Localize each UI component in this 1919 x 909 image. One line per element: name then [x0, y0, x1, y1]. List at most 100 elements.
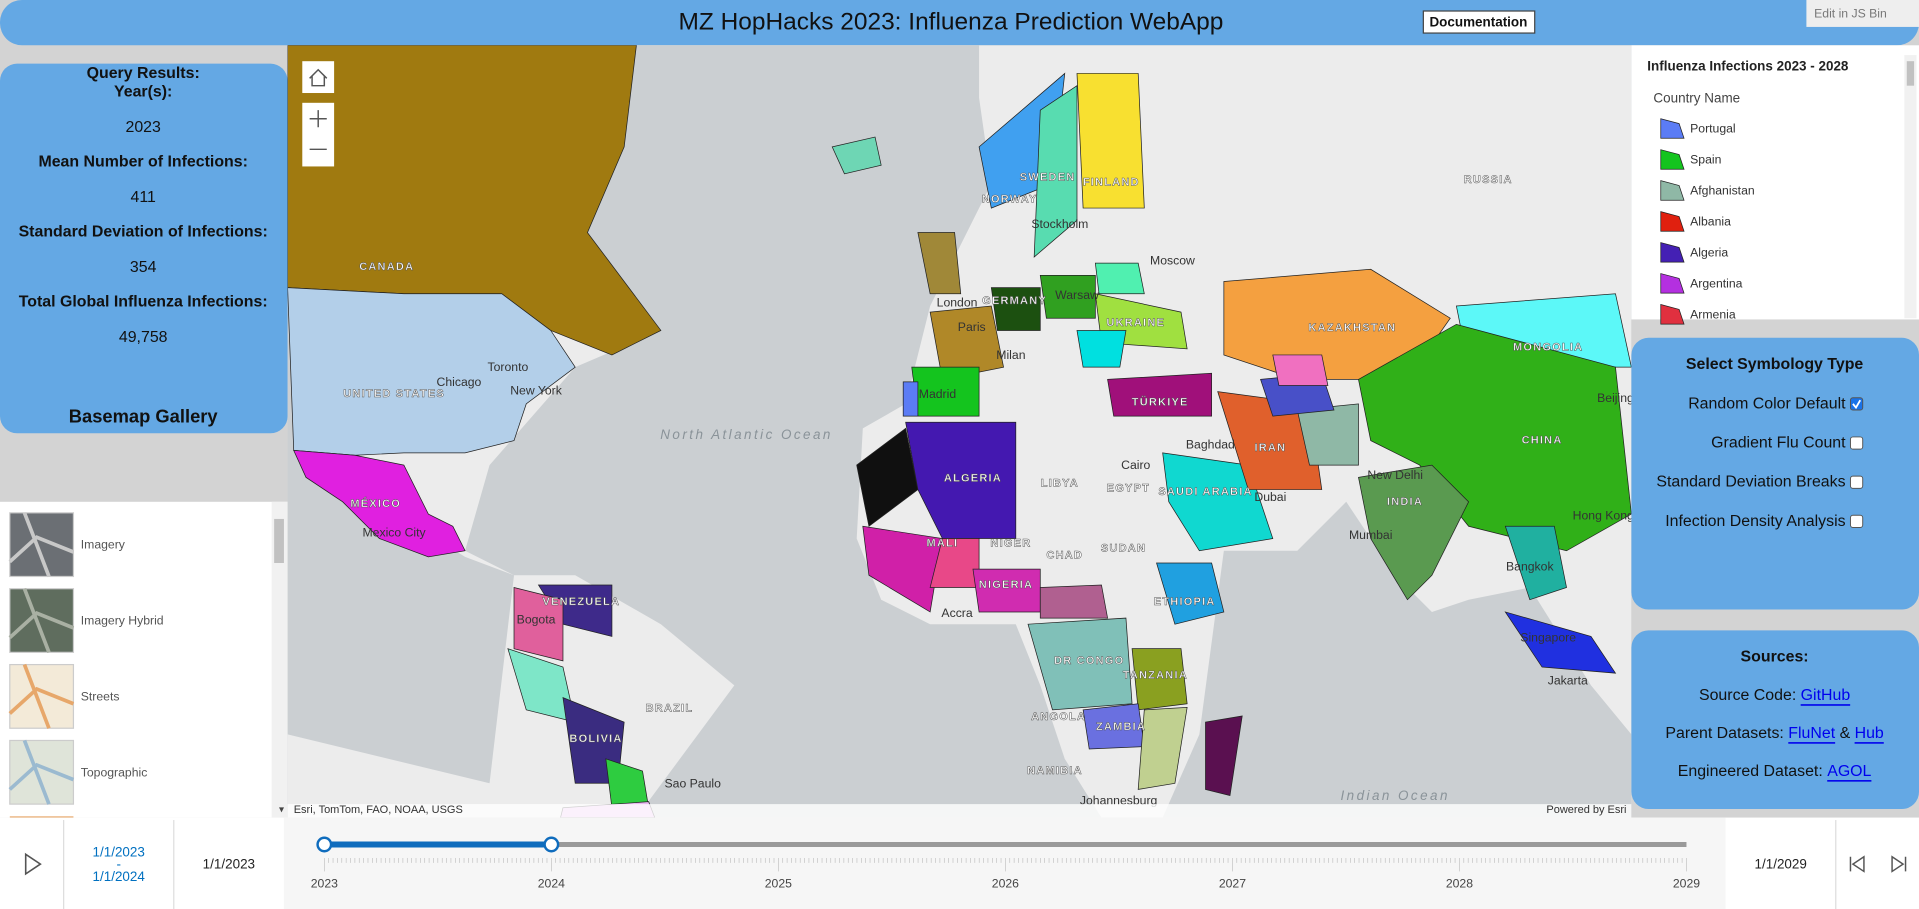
- country-shape: [1137, 707, 1188, 790]
- country-shape: [990, 287, 1041, 331]
- home-icon: [309, 68, 328, 87]
- query-label: Year(s):: [114, 83, 172, 100]
- scrollbar[interactable]: [271, 501, 288, 818]
- city-label: Moscow: [1150, 254, 1195, 268]
- source-line: Parent Datasets: FluNet & Hub: [1665, 725, 1884, 742]
- basemap-label[interactable]: Streets: [81, 689, 120, 703]
- thumbnail-detail: [8, 663, 75, 729]
- query-label: Total Global Influenza Infections:: [19, 293, 268, 310]
- country-label: INDIA: [1387, 496, 1423, 508]
- city-label: Mumbai: [1349, 528, 1392, 542]
- country-shape: [1039, 584, 1109, 619]
- country-label: KAZAKHSTAN: [1308, 322, 1396, 334]
- basemap-thumbnail[interactable]: [9, 512, 75, 578]
- symbology-option[interactable]: Random Color Default: [1688, 395, 1846, 412]
- basemap-label[interactable]: Imagery: [81, 538, 126, 552]
- city-label: Mexico City: [363, 525, 427, 539]
- slider-area: [283, 817, 1726, 909]
- basemap-label[interactable]: Imagery Hybrid: [81, 614, 164, 628]
- previous-button[interactable]: [1849, 855, 1865, 873]
- next-button[interactable]: [1891, 855, 1907, 873]
- play-button[interactable]: [24, 852, 42, 876]
- country-shape: [929, 305, 1004, 380]
- city-label: London: [937, 295, 978, 309]
- query-value: 2023: [125, 119, 161, 136]
- country-label: RUSSIA: [1464, 174, 1513, 186]
- country-shape: [1027, 617, 1133, 711]
- city-label: Stockholm: [1031, 217, 1088, 231]
- edit-link-box[interactable]: [1806, 0, 1919, 27]
- scroll-thumb[interactable]: [274, 518, 284, 563]
- legend-field: Country Name: [1653, 90, 1740, 105]
- edit-link[interactable]: Edit in JS Bin: [1814, 6, 1887, 20]
- source-link[interactable]: GitHub: [1801, 687, 1851, 704]
- country-shape: [1033, 84, 1078, 258]
- basemap-thumbnail[interactable]: [9, 816, 74, 818]
- country-shape: [513, 587, 564, 662]
- legend-items: Portugal Spain Afghanistan Albania Algeria Ar…: [1660, 118, 1755, 325]
- country-label: DR CONGO: [1054, 655, 1124, 667]
- country-shape: [902, 381, 919, 417]
- attribution: Esri, TomTom, FAO, NOAA, USGS: [294, 804, 463, 816]
- country-label: ANGOLA: [1031, 711, 1086, 723]
- country-label: TANZANIA: [1123, 670, 1188, 682]
- country-shape: [1504, 611, 1617, 674]
- legend-swatch: [1660, 149, 1685, 170]
- symbology-title: Select Symbology Type: [1686, 356, 1864, 373]
- country-shape: [1094, 262, 1145, 295]
- basemap-thumbnail[interactable]: [9, 588, 75, 653]
- query-value: 354: [130, 259, 157, 276]
- country-label: IRAN: [1254, 442, 1286, 454]
- expand-arrow[interactable]: ▾: [279, 805, 284, 816]
- source-link[interactable]: FluNet: [1788, 725, 1835, 742]
- symbology-option[interactable]: Standard Deviation Breaks: [1656, 474, 1845, 491]
- documentation-button[interactable]: [1422, 10, 1536, 34]
- symbology-option[interactable]: Gradient Flu Count: [1711, 435, 1846, 452]
- query-panel: [0, 63, 288, 434]
- basemap-thumbnail[interactable]: [9, 739, 75, 805]
- basemap-label[interactable]: Topographic: [81, 765, 148, 779]
- thumbnail-detail: [8, 739, 75, 805]
- source-link[interactable]: Hub: [1855, 725, 1884, 742]
- country-label: CHAD: [1046, 550, 1083, 562]
- query-value: 49,758: [119, 329, 168, 346]
- legend-scrollbar[interactable]: [1904, 55, 1917, 319]
- tick-label: 2023: [311, 877, 338, 891]
- country-shape: [1076, 73, 1145, 209]
- symbology-option[interactable]: Infection Density Analysis: [1665, 513, 1845, 530]
- country-label: GERMANY: [982, 295, 1047, 307]
- checkbox[interactable]: [1849, 475, 1864, 489]
- city-label: Beijing: [1597, 391, 1634, 405]
- documentation-label[interactable]: Documentation: [1429, 15, 1527, 30]
- legend-scroll-thumb[interactable]: [1906, 61, 1915, 86]
- checkbox[interactable]: [1849, 514, 1864, 528]
- min-label: 1/1/2023: [203, 857, 255, 872]
- city-label: Hong Kong: [1573, 508, 1634, 522]
- tick-label: 2025: [765, 877, 792, 891]
- country-shape: [1076, 330, 1127, 368]
- powered-by[interactable]: Powered by Esri: [1546, 804, 1626, 816]
- basemap-thumbnail[interactable]: [9, 663, 75, 729]
- country-shape: [1296, 403, 1359, 466]
- country-label: NIGER: [990, 537, 1031, 549]
- attribution-bar: [287, 804, 1632, 818]
- city-label: New York: [510, 383, 563, 397]
- home-button[interactable]: [302, 61, 335, 94]
- legend-swatch: [1660, 180, 1685, 201]
- legend-label: Spain: [1690, 152, 1721, 166]
- country-label: SWEDEN: [1020, 171, 1076, 183]
- city-label: Jakarta: [1548, 673, 1588, 687]
- tick-label: 2026: [992, 877, 1019, 891]
- app-title: MZ HopHacks 2023: Influenza Prediction W…: [678, 9, 1223, 36]
- country-shape: [862, 525, 943, 613]
- tick-label: 2027: [1219, 877, 1246, 891]
- land: [287, 45, 1632, 818]
- checkbox[interactable]: [1849, 436, 1864, 450]
- slider-thumb[interactable]: [543, 836, 560, 853]
- source-link[interactable]: AGOL: [1827, 763, 1871, 780]
- sources-panel: [1631, 630, 1919, 810]
- slider-thumb[interactable]: [316, 836, 333, 853]
- symbology-options: Random Color Default Gradient Flu Count St…: [1656, 395, 1864, 530]
